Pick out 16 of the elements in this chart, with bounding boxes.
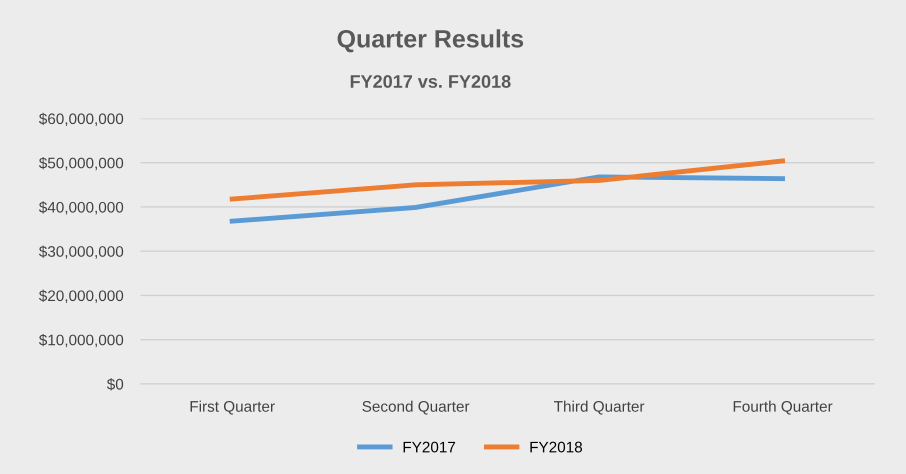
x-tick-label: Third Quarter (554, 400, 644, 415)
x-tick-label: Fourth Quarter (734, 400, 832, 415)
y-tick-label: $0 (106, 378, 124, 391)
legend-label: FY2018 (530, 442, 582, 452)
legend-label: FY2017 (404, 442, 456, 452)
y-tick-label: $10,000,000 (38, 334, 124, 348)
line-series (230, 158, 785, 202)
y-tick-label: $20,000,000 (38, 290, 124, 303)
y-tick-label: $60,000,000 (38, 112, 124, 126)
x-tick-label: First Quarter (190, 400, 275, 415)
y-tick-label: $50,000,000 (38, 156, 124, 170)
y-tick-label: $30,000,000 (38, 245, 124, 259)
x-tick-label: Second Quarter (362, 400, 470, 415)
y-tick-label: $40,000,000 (38, 201, 124, 214)
chart-title: Quarter Results (338, 29, 524, 52)
chart-subtitle: FY2017 vs. FY2018 (350, 75, 511, 88)
